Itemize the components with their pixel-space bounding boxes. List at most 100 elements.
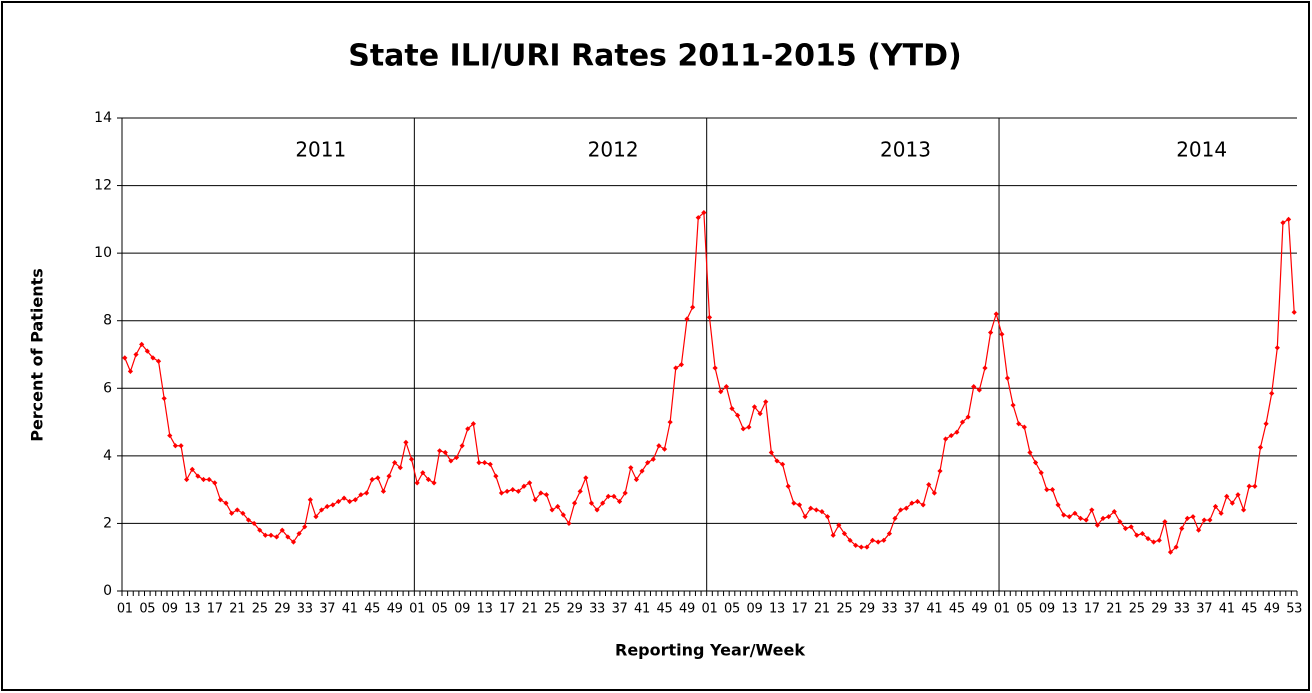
series-marker xyxy=(1257,444,1264,451)
series-marker xyxy=(1055,502,1061,508)
series-marker xyxy=(285,534,291,540)
series-marker xyxy=(408,456,415,462)
series-marker xyxy=(296,530,302,537)
series-marker xyxy=(375,475,381,481)
y-tick-label: 8 xyxy=(103,313,112,329)
x-tick-label: 41 xyxy=(1219,602,1235,617)
series-marker xyxy=(425,476,431,483)
series-marker xyxy=(920,502,926,508)
series-marker xyxy=(701,210,707,216)
series-marker xyxy=(195,473,201,479)
series-marker xyxy=(650,456,656,462)
series-marker xyxy=(1016,421,1022,427)
series-marker xyxy=(1145,536,1151,542)
series-marker xyxy=(279,527,285,533)
series-marker xyxy=(667,419,673,425)
series-marker xyxy=(1010,402,1016,408)
series-marker xyxy=(307,497,313,503)
series-marker xyxy=(1004,375,1011,381)
series-marker xyxy=(763,399,769,405)
series-marker xyxy=(931,490,937,496)
series-marker xyxy=(1094,522,1101,528)
y-tick-label: 14 xyxy=(94,110,112,126)
year-label: 2014 xyxy=(1176,138,1227,162)
y-axis-label: Percent of Patients xyxy=(28,268,47,442)
series-marker xyxy=(1117,519,1123,525)
series-marker xyxy=(779,461,786,467)
series-marker xyxy=(1252,483,1258,489)
series-marker xyxy=(352,497,358,503)
series-marker xyxy=(1100,515,1106,521)
series-marker xyxy=(1212,503,1219,510)
series-marker xyxy=(808,505,814,511)
series-marker xyxy=(1274,345,1280,351)
series-marker xyxy=(453,454,460,461)
series-marker xyxy=(903,505,909,511)
series-marker xyxy=(167,432,173,439)
x-tick-label: 45 xyxy=(949,602,965,617)
series-marker xyxy=(847,537,853,543)
series-marker xyxy=(403,439,409,445)
series-marker xyxy=(380,488,387,494)
series-marker xyxy=(1218,510,1224,516)
series-marker xyxy=(229,510,235,516)
series-marker xyxy=(217,497,223,503)
series-marker xyxy=(886,530,893,537)
series-marker xyxy=(139,341,145,347)
series-marker xyxy=(1263,421,1269,427)
series-marker xyxy=(628,465,634,471)
series-marker xyxy=(127,368,134,374)
series-marker xyxy=(588,500,595,506)
series-marker xyxy=(1285,216,1292,222)
series-marker xyxy=(937,468,943,474)
series-marker xyxy=(184,476,190,483)
series-marker xyxy=(1156,537,1162,543)
x-tick-label: 01 xyxy=(702,602,718,617)
x-tick-label: 17 xyxy=(1084,602,1100,617)
series-marker xyxy=(178,443,184,449)
series-marker xyxy=(729,405,735,412)
series-marker xyxy=(302,524,308,530)
series-marker xyxy=(172,443,179,449)
series-marker xyxy=(1179,525,1185,532)
series-marker xyxy=(431,480,437,486)
series-marker xyxy=(1190,514,1196,520)
y-tick-label: 2 xyxy=(103,515,112,531)
x-tick-label: 33 xyxy=(297,602,313,617)
x-tick-label: 13 xyxy=(184,602,200,617)
series-marker xyxy=(898,507,904,513)
x-tick-label: 29 xyxy=(274,602,290,617)
x-tick-label: 29 xyxy=(1151,602,1167,617)
series-marker xyxy=(965,414,971,420)
series-marker xyxy=(189,466,195,472)
series-marker xyxy=(498,490,505,496)
x-tick-label: 37 xyxy=(1196,602,1212,617)
series-marker xyxy=(1134,532,1140,538)
series-marker xyxy=(768,449,774,456)
series-marker xyxy=(791,500,797,506)
series-marker xyxy=(948,432,954,439)
series-marker xyxy=(1235,492,1241,498)
series-marker xyxy=(740,426,746,432)
x-tick-label: 13 xyxy=(769,602,785,617)
series-marker xyxy=(262,532,268,538)
series-marker xyxy=(678,362,684,368)
series-marker xyxy=(881,537,887,543)
series-marker xyxy=(645,460,651,466)
series-marker xyxy=(526,480,533,486)
series-marker xyxy=(706,314,713,320)
series-marker xyxy=(543,492,550,498)
x-tick-label: 17 xyxy=(791,602,807,617)
series-marker xyxy=(622,490,628,496)
x-tick-label: 25 xyxy=(836,602,852,617)
y-tick-label: 4 xyxy=(103,448,112,464)
series-marker xyxy=(892,515,898,521)
series-marker xyxy=(993,311,999,317)
series-marker xyxy=(982,365,988,371)
x-tick-label: 37 xyxy=(612,602,628,617)
series-marker xyxy=(864,544,870,550)
year-label: 2013 xyxy=(880,138,931,162)
series-marker xyxy=(459,443,465,449)
series-marker xyxy=(1122,525,1129,532)
series-marker xyxy=(1038,470,1044,476)
